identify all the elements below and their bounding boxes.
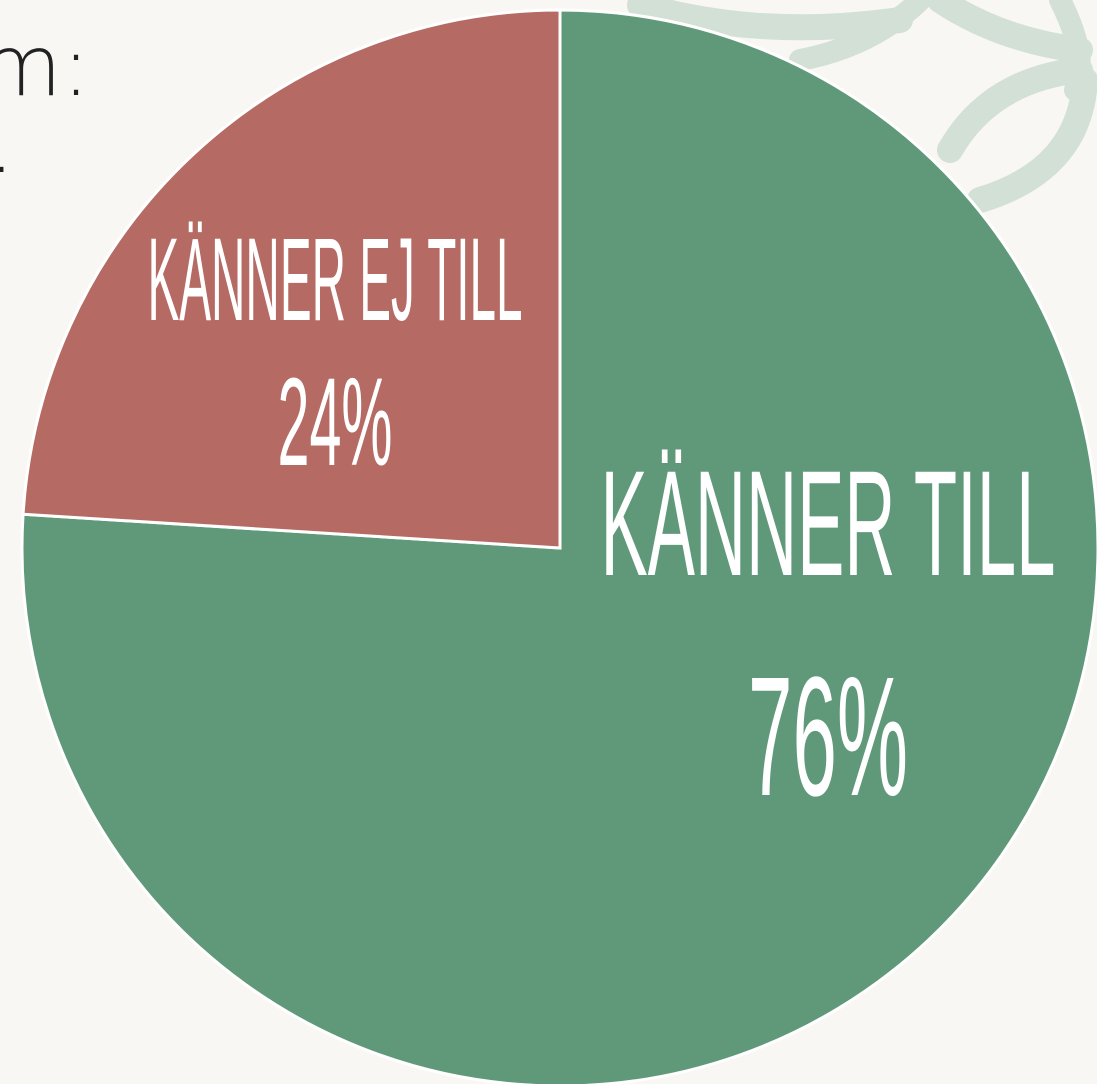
slice-label: KÄNNER TILL [601,439,1056,607]
value-label: 76% [748,642,908,832]
background-text: . [0,94,15,192]
chart: m: . KÄNNER TILL76%KÄNNER EJ TILL24% [0,0,1097,1084]
value-label: 24% [278,353,393,492]
slice-label: KÄNNER EJ TILL [148,214,523,346]
